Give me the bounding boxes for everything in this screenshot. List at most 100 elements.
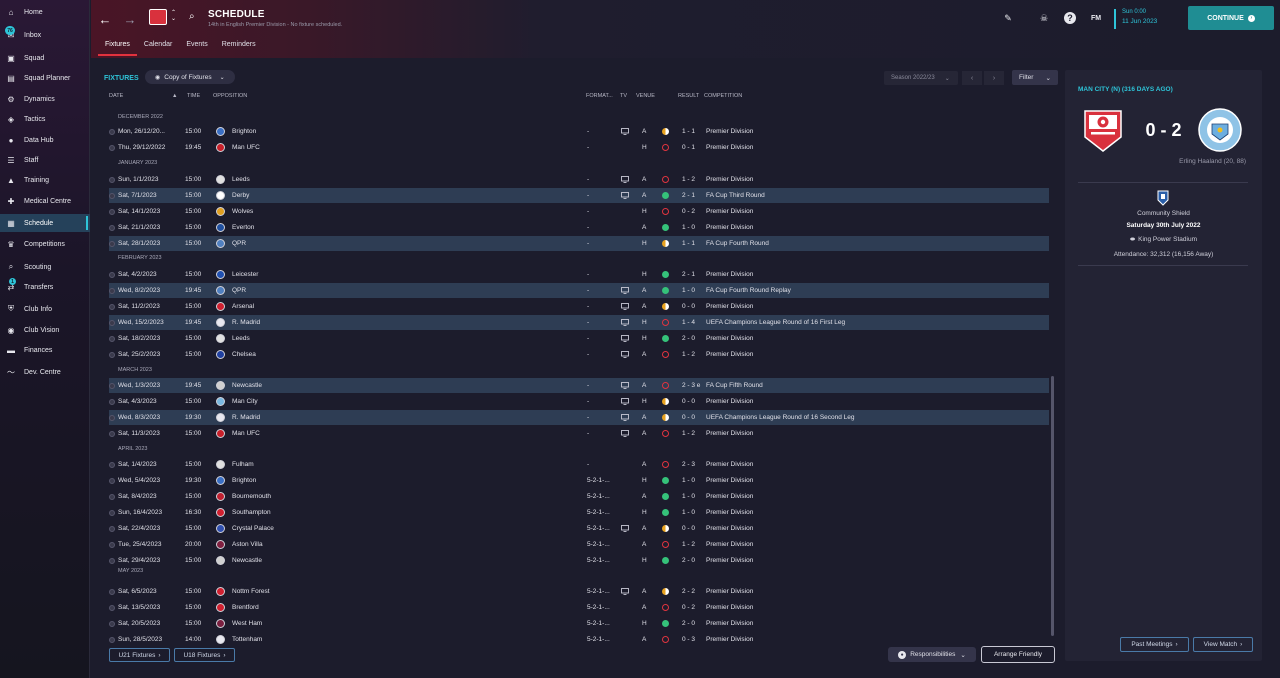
fixture-competition[interactable]: Premier Division — [706, 477, 754, 484]
opponent-name[interactable]: R. Madrid — [232, 319, 261, 326]
opponent-name[interactable]: Everton — [232, 224, 255, 231]
fixture-competition[interactable]: Premier Division — [706, 128, 754, 135]
table-row[interactable]: Sat, 1/4/2023 15:00 Fulham - A 2 - 3 Premier D… — [109, 457, 1049, 472]
skull-icon[interactable]: ☠ — [1039, 12, 1049, 23]
fixture-competition[interactable]: Premier Division — [706, 224, 754, 231]
search-icon[interactable]: ⌕ — [189, 11, 195, 22]
opponent-name[interactable]: Man City — [232, 398, 258, 405]
fixture-score[interactable]: 2 - 0 — [682, 335, 696, 342]
table-row[interactable]: Sat, 21/1/2023 15:00 Everton - A 1 - 0 Premier… — [109, 220, 1049, 235]
opponent-name[interactable]: R. Madrid — [232, 414, 261, 421]
fixture-competition[interactable]: UEFA Champions League Round of 16 First … — [706, 319, 846, 326]
opponent-name[interactable]: Aston Villa — [232, 541, 263, 548]
table-row[interactable]: Mon, 26/12/20... 15:00 Brighton - A 1 - 1 Prem… — [109, 124, 1049, 139]
opponent-name[interactable]: Leeds — [232, 176, 250, 183]
opponent-name[interactable]: Crystal Palace — [232, 525, 274, 532]
table-row[interactable]: Sat, 20/5/2023 15:00 West Ham 5-2-1-... H 2 -… — [109, 616, 1049, 631]
u18-fixtures-button[interactable]: U18 Fixtures › — [174, 648, 235, 662]
table-row[interactable]: Sun, 16/4/2023 16:30 Southampton 5-2-1-... H… — [109, 505, 1049, 520]
past-meetings-button[interactable]: Past Meetings › — [1120, 637, 1189, 652]
table-row[interactable]: Sat, 29/4/2023 15:00 Newcastle 5-2-1-... H 2 … — [109, 553, 1049, 568]
tab-fixtures[interactable]: Fixtures — [98, 38, 137, 56]
fixture-competition[interactable]: Premier Division — [706, 509, 754, 516]
opponent-name[interactable]: QPR — [232, 287, 247, 294]
fixture-score[interactable]: 0 - 2 — [682, 208, 696, 215]
fixture-score[interactable]: 1 - 0 — [682, 477, 696, 484]
table-row[interactable]: Wed, 15/2/2023 19:45 R. Madrid - H 1 - 4 UEFA … — [109, 315, 1049, 330]
scrollbar[interactable] — [1051, 376, 1054, 636]
filter-button[interactable]: Filter ⌄ — [1012, 70, 1058, 85]
table-row[interactable]: Sat, 11/2/2023 15:00 Arsenal - A 0 - 0 Premier… — [109, 299, 1049, 314]
opponent-name[interactable]: Man UFC — [232, 144, 260, 151]
home-club-crest[interactable] — [1083, 107, 1123, 153]
sidebar-item-training[interactable]: ▲ Training — [0, 171, 90, 189]
fixture-score[interactable]: 1 - 1 — [682, 240, 696, 247]
sidebar-item-tactics[interactable]: ◈ Tactics — [0, 110, 90, 128]
forward-arrow-icon[interactable]: → — [123, 11, 137, 27]
sort-asc-icon[interactable]: ▲ — [172, 93, 178, 99]
opponent-name[interactable]: Brighton — [232, 477, 257, 484]
table-row[interactable]: Sat, 22/4/2023 15:00 Crystal Palace 5-2-1-.… — [109, 521, 1049, 536]
fixture-score[interactable]: 1 - 0 — [682, 509, 696, 516]
fixture-competition[interactable]: Premier Division — [706, 208, 754, 215]
fixture-competition[interactable]: Premier Division — [706, 525, 754, 532]
opponent-name[interactable]: Brentford — [232, 604, 259, 611]
sidebar-item-inbox[interactable]: ✉ 76 Inbox — [0, 26, 90, 44]
sidebar-item-transfers[interactable]: ⇄ 1 Transfers — [0, 278, 90, 296]
fixture-score[interactable]: 2 - 2 — [682, 588, 696, 595]
help-icon[interactable]: ? — [1064, 12, 1076, 24]
opponent-name[interactable]: Bournemouth — [232, 493, 272, 500]
table-row[interactable]: Thu, 29/12/2022 19:45 Man UFC - H 0 - 1 Premie… — [109, 140, 1049, 155]
tab-calendar[interactable]: Calendar — [143, 41, 173, 48]
col-venue[interactable]: VENUE — [636, 93, 655, 99]
fixture-score[interactable]: 2 - 3 — [682, 461, 696, 468]
fixture-score[interactable]: 0 - 0 — [682, 414, 696, 421]
fixture-score[interactable]: 1 - 0 — [682, 493, 696, 500]
fixture-competition[interactable]: Premier Division — [706, 461, 754, 468]
sidebar-item-dev-centre[interactable]: 〜 Dev. Centre — [0, 363, 90, 381]
table-row[interactable]: Sat, 28/1/2023 15:00 QPR - H 1 - 1 FA Cup Four… — [109, 236, 1049, 251]
fixture-score[interactable]: 0 - 3 — [682, 636, 696, 643]
fixture-competition[interactable]: Premier Division — [706, 303, 754, 310]
col-formation[interactable]: FORMAT... — [586, 93, 613, 99]
sidebar-item-staff[interactable]: ☰ Staff — [0, 151, 90, 169]
fixture-score[interactable]: 0 - 1 — [682, 144, 696, 151]
arrange-friendly-button[interactable]: Arrange Friendly — [981, 646, 1055, 663]
fixture-score[interactable]: 1 - 2 — [682, 351, 696, 358]
fixture-competition[interactable]: Premier Division — [706, 493, 754, 500]
fixture-competition[interactable]: Premier Division — [706, 176, 754, 183]
sidebar-item-home[interactable]: ⌂ Home — [0, 3, 90, 21]
fixture-competition[interactable]: FA Cup Fourth Round Replay — [706, 287, 791, 294]
col-result[interactable]: RESULT — [678, 93, 700, 99]
fixture-competition[interactable]: Premier Division — [706, 398, 754, 405]
fixture-competition[interactable]: Premier Division — [706, 351, 754, 358]
table-row[interactable]: Sat, 7/1/2023 15:00 Derby - A 2 - 1 FA Cup Thi… — [109, 188, 1049, 203]
opponent-name[interactable]: Leeds — [232, 335, 250, 342]
table-row[interactable]: Sat, 14/1/2023 15:00 Wolves - H 0 - 2 Premier … — [109, 204, 1049, 219]
opponent-name[interactable]: Newcastle — [232, 382, 262, 389]
fixture-score[interactable]: 0 - 0 — [682, 303, 696, 310]
fixture-score[interactable]: 2 - 0 — [682, 557, 696, 564]
sidebar-item-finances[interactable]: ▬ Finances — [0, 341, 90, 359]
sidebar-item-data-hub[interactable]: ● Data Hub — [0, 131, 90, 149]
u21-fixtures-button[interactable]: U21 Fixtures › — [109, 648, 170, 662]
fixture-competition[interactable]: Premier Division — [706, 620, 754, 627]
back-arrow-icon[interactable]: ← — [98, 11, 112, 27]
fixture-score[interactable]: 2 - 3 e — [682, 382, 701, 389]
view-select[interactable]: ◉ Copy of Fixtures ⌄ — [145, 70, 235, 84]
fm-logo[interactable]: FM — [1090, 14, 1102, 22]
prev-season-arrow-icon[interactable]: ‹ — [962, 71, 982, 85]
opponent-name[interactable]: Wolves — [232, 208, 254, 215]
table-row[interactable]: Sat, 13/5/2023 15:00 Brentford 5-2-1-... A 0 … — [109, 600, 1049, 615]
table-row[interactable]: Tue, 25/4/2023 20:00 Aston Villa 5-2-1-... A… — [109, 537, 1049, 552]
fixture-competition[interactable]: Premier Division — [706, 557, 754, 564]
fixture-competition[interactable]: FA Cup Fourth Round — [706, 240, 769, 247]
table-row[interactable]: Sat, 18/2/2023 15:00 Leeds - H 2 - 0 Premier D… — [109, 331, 1049, 346]
fixture-score[interactable]: 0 - 0 — [682, 525, 696, 532]
season-select[interactable]: Season 2022/23 ⌄ — [884, 71, 958, 85]
tab-events[interactable]: Events — [186, 41, 208, 48]
table-row[interactable]: Sun, 28/5/2023 14:00 Tottenham 5-2-1-... A 0 … — [109, 632, 1049, 647]
sidebar-item-medical-centre[interactable]: ✚ Medical Centre — [0, 192, 90, 210]
pencil-icon[interactable]: ✎ — [1004, 12, 1012, 23]
opponent-name[interactable]: Nottm Forest — [232, 588, 270, 595]
